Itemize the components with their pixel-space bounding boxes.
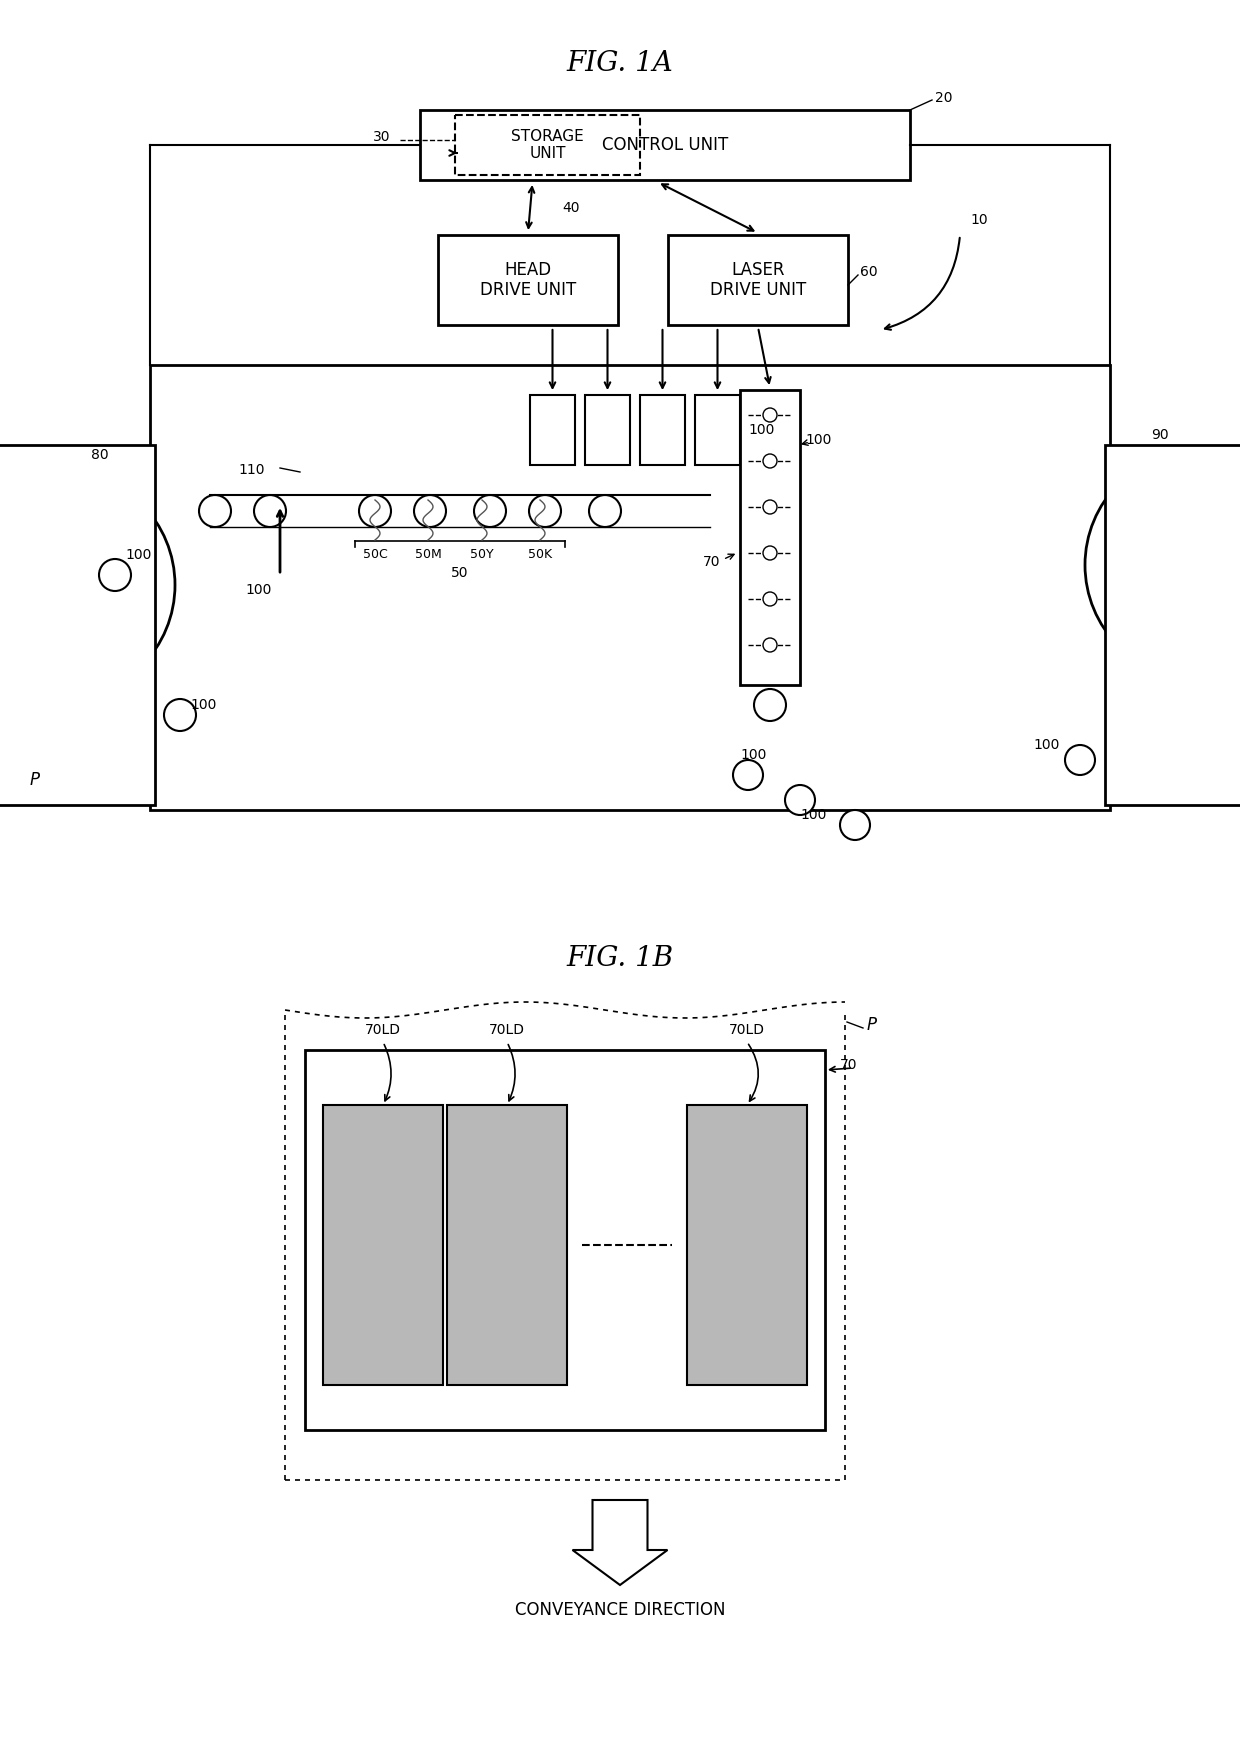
Circle shape bbox=[839, 810, 870, 840]
Text: 100: 100 bbox=[246, 583, 272, 597]
Circle shape bbox=[164, 699, 196, 731]
Text: FIG. 1B: FIG. 1B bbox=[567, 946, 673, 972]
Circle shape bbox=[763, 500, 777, 514]
Bar bbox=[438, 234, 618, 326]
Circle shape bbox=[763, 637, 777, 652]
Circle shape bbox=[474, 495, 506, 527]
Polygon shape bbox=[293, 460, 317, 481]
Bar bbox=[740, 389, 800, 685]
Text: 100: 100 bbox=[1034, 738, 1060, 752]
Bar bbox=[0, 446, 155, 805]
Text: 20: 20 bbox=[935, 92, 952, 106]
Circle shape bbox=[0, 470, 175, 701]
Bar bbox=[322, 1104, 443, 1384]
Text: 80: 80 bbox=[92, 447, 109, 461]
Circle shape bbox=[1085, 451, 1240, 680]
Text: 70LD: 70LD bbox=[729, 1023, 765, 1037]
Circle shape bbox=[589, 495, 621, 527]
Bar bbox=[585, 394, 630, 465]
Circle shape bbox=[1065, 745, 1095, 775]
Bar bbox=[455, 114, 640, 174]
Circle shape bbox=[16, 541, 104, 629]
Text: 30: 30 bbox=[372, 130, 391, 144]
Text: 90: 90 bbox=[1151, 428, 1169, 442]
Circle shape bbox=[754, 689, 786, 720]
Text: LASER
DRIVE UNIT: LASER DRIVE UNIT bbox=[709, 261, 806, 299]
Text: 70: 70 bbox=[703, 555, 720, 569]
Circle shape bbox=[360, 495, 391, 527]
Text: 40: 40 bbox=[563, 201, 580, 215]
Polygon shape bbox=[573, 1500, 667, 1585]
Circle shape bbox=[733, 761, 763, 791]
Bar bbox=[420, 109, 910, 180]
Text: 50: 50 bbox=[451, 565, 469, 579]
Bar bbox=[150, 365, 1110, 810]
Text: 100: 100 bbox=[740, 748, 766, 763]
Bar bbox=[529, 394, 575, 465]
Text: STORAGE
UNIT: STORAGE UNIT bbox=[511, 129, 584, 162]
Text: 10: 10 bbox=[970, 213, 987, 227]
Text: 100: 100 bbox=[800, 808, 826, 822]
Circle shape bbox=[763, 592, 777, 606]
Bar bbox=[446, 1104, 567, 1384]
Circle shape bbox=[198, 495, 231, 527]
Bar bbox=[305, 1050, 825, 1430]
Text: 70LD: 70LD bbox=[489, 1023, 525, 1037]
Circle shape bbox=[529, 495, 560, 527]
Text: 100: 100 bbox=[805, 433, 831, 447]
Circle shape bbox=[763, 409, 777, 423]
Text: 70: 70 bbox=[839, 1058, 858, 1072]
Text: P: P bbox=[30, 771, 40, 789]
Text: 100: 100 bbox=[190, 697, 216, 711]
Circle shape bbox=[1156, 521, 1240, 609]
Bar bbox=[668, 234, 848, 326]
Text: 50C: 50C bbox=[362, 548, 387, 562]
Text: HEAD
DRIVE UNIT: HEAD DRIVE UNIT bbox=[480, 261, 577, 299]
Circle shape bbox=[785, 785, 815, 815]
Text: 100: 100 bbox=[748, 423, 774, 437]
Text: 50M: 50M bbox=[414, 548, 441, 562]
Text: 110: 110 bbox=[238, 463, 265, 477]
Text: FIG. 1A: FIG. 1A bbox=[567, 49, 673, 77]
Circle shape bbox=[254, 495, 286, 527]
Text: 70LD: 70LD bbox=[365, 1023, 401, 1037]
Circle shape bbox=[763, 454, 777, 468]
Text: 50Y: 50Y bbox=[470, 548, 494, 562]
Bar bbox=[694, 394, 740, 465]
Text: CONVEYANCE DIRECTION: CONVEYANCE DIRECTION bbox=[515, 1601, 725, 1618]
Text: P: P bbox=[867, 1016, 877, 1034]
Bar bbox=[640, 394, 684, 465]
Circle shape bbox=[414, 495, 446, 527]
Text: 100: 100 bbox=[125, 548, 151, 562]
Circle shape bbox=[763, 546, 777, 560]
Text: 50K: 50K bbox=[528, 548, 552, 562]
Circle shape bbox=[99, 558, 131, 592]
Bar bbox=[687, 1104, 807, 1384]
Text: 60: 60 bbox=[861, 264, 878, 278]
Text: CONTROL UNIT: CONTROL UNIT bbox=[601, 136, 728, 153]
Bar bbox=[1105, 446, 1240, 805]
